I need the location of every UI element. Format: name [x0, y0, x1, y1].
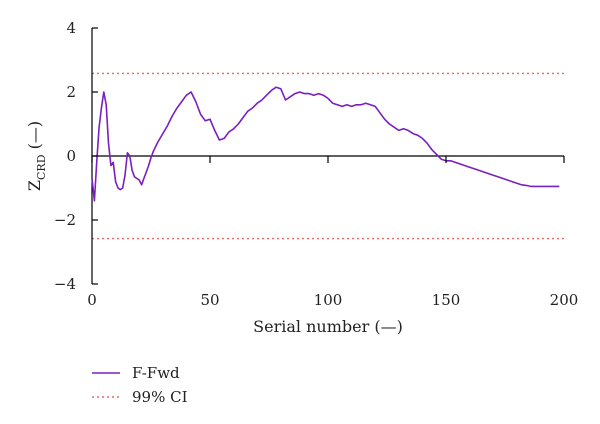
legend: F-Fwd 99% CI [92, 364, 188, 406]
series-group [91, 86, 560, 202]
y-tick-label: −2 [54, 211, 76, 229]
legend-label-ci: 99% CI [132, 388, 188, 406]
series-line-f-fwd [91, 86, 560, 202]
confidence-interval-lines [92, 72, 564, 240]
x-tick-label: 100 [314, 291, 343, 309]
y-tick-label: −4 [54, 275, 76, 293]
y-axis-label: ZCRD (—) [25, 121, 48, 191]
y-tick-label: 4 [66, 19, 76, 37]
y-tick-label: 0 [66, 147, 76, 165]
x-tick-label: 50 [200, 291, 219, 309]
x-tick-label: 0 [87, 291, 97, 309]
tick-labels: 4 2 0 −2 −4 0 50 100 150 200 [54, 19, 578, 309]
x-axis-label: Serial number (—) [253, 317, 403, 336]
y-tick-label: 2 [66, 83, 76, 101]
x-tick-label: 150 [432, 291, 461, 309]
x-tick-label: 200 [550, 291, 579, 309]
legend-label-f-fwd: F-Fwd [132, 364, 180, 382]
